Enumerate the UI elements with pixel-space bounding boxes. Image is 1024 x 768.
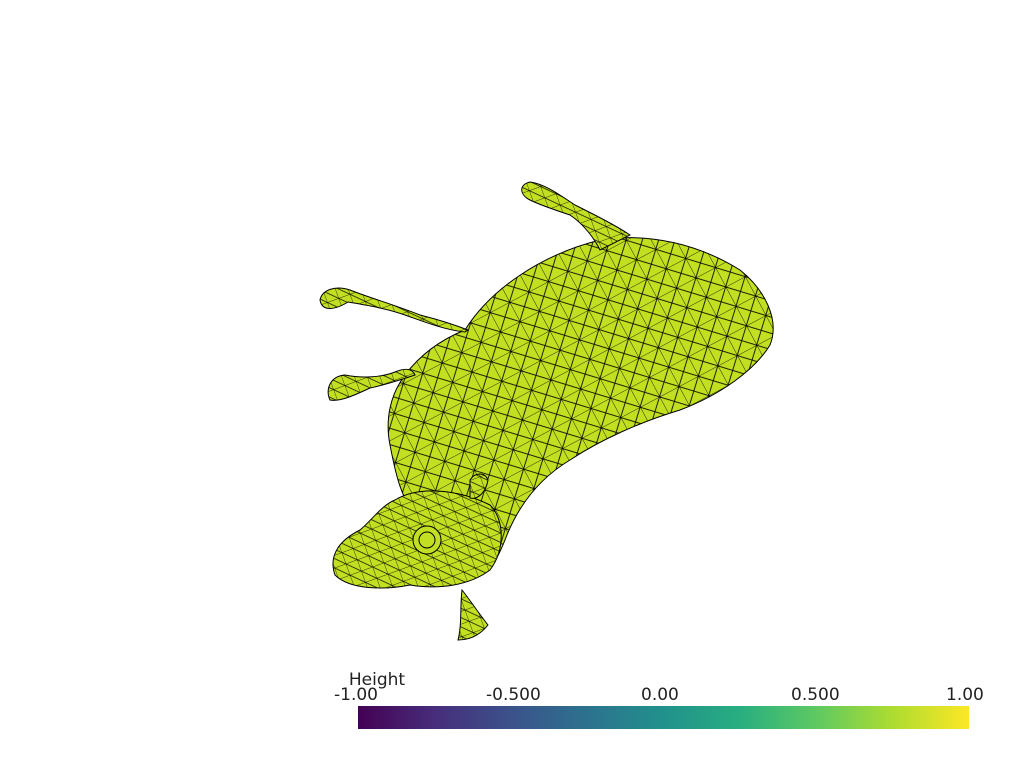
cow-mesh[interactable] xyxy=(319,181,774,641)
scalar-bar-colormap xyxy=(358,706,969,729)
tick-label: 0.00 xyxy=(641,685,679,705)
tick-label: -1.00 xyxy=(334,685,378,705)
cow-eye xyxy=(412,525,442,555)
tick-label: 0.500 xyxy=(791,685,840,705)
scalar-bar-title: Height xyxy=(348,670,406,690)
tick-label: 1.00 xyxy=(946,685,984,705)
tick-label: -0.500 xyxy=(486,685,541,705)
cow-eye-ring xyxy=(418,531,436,549)
